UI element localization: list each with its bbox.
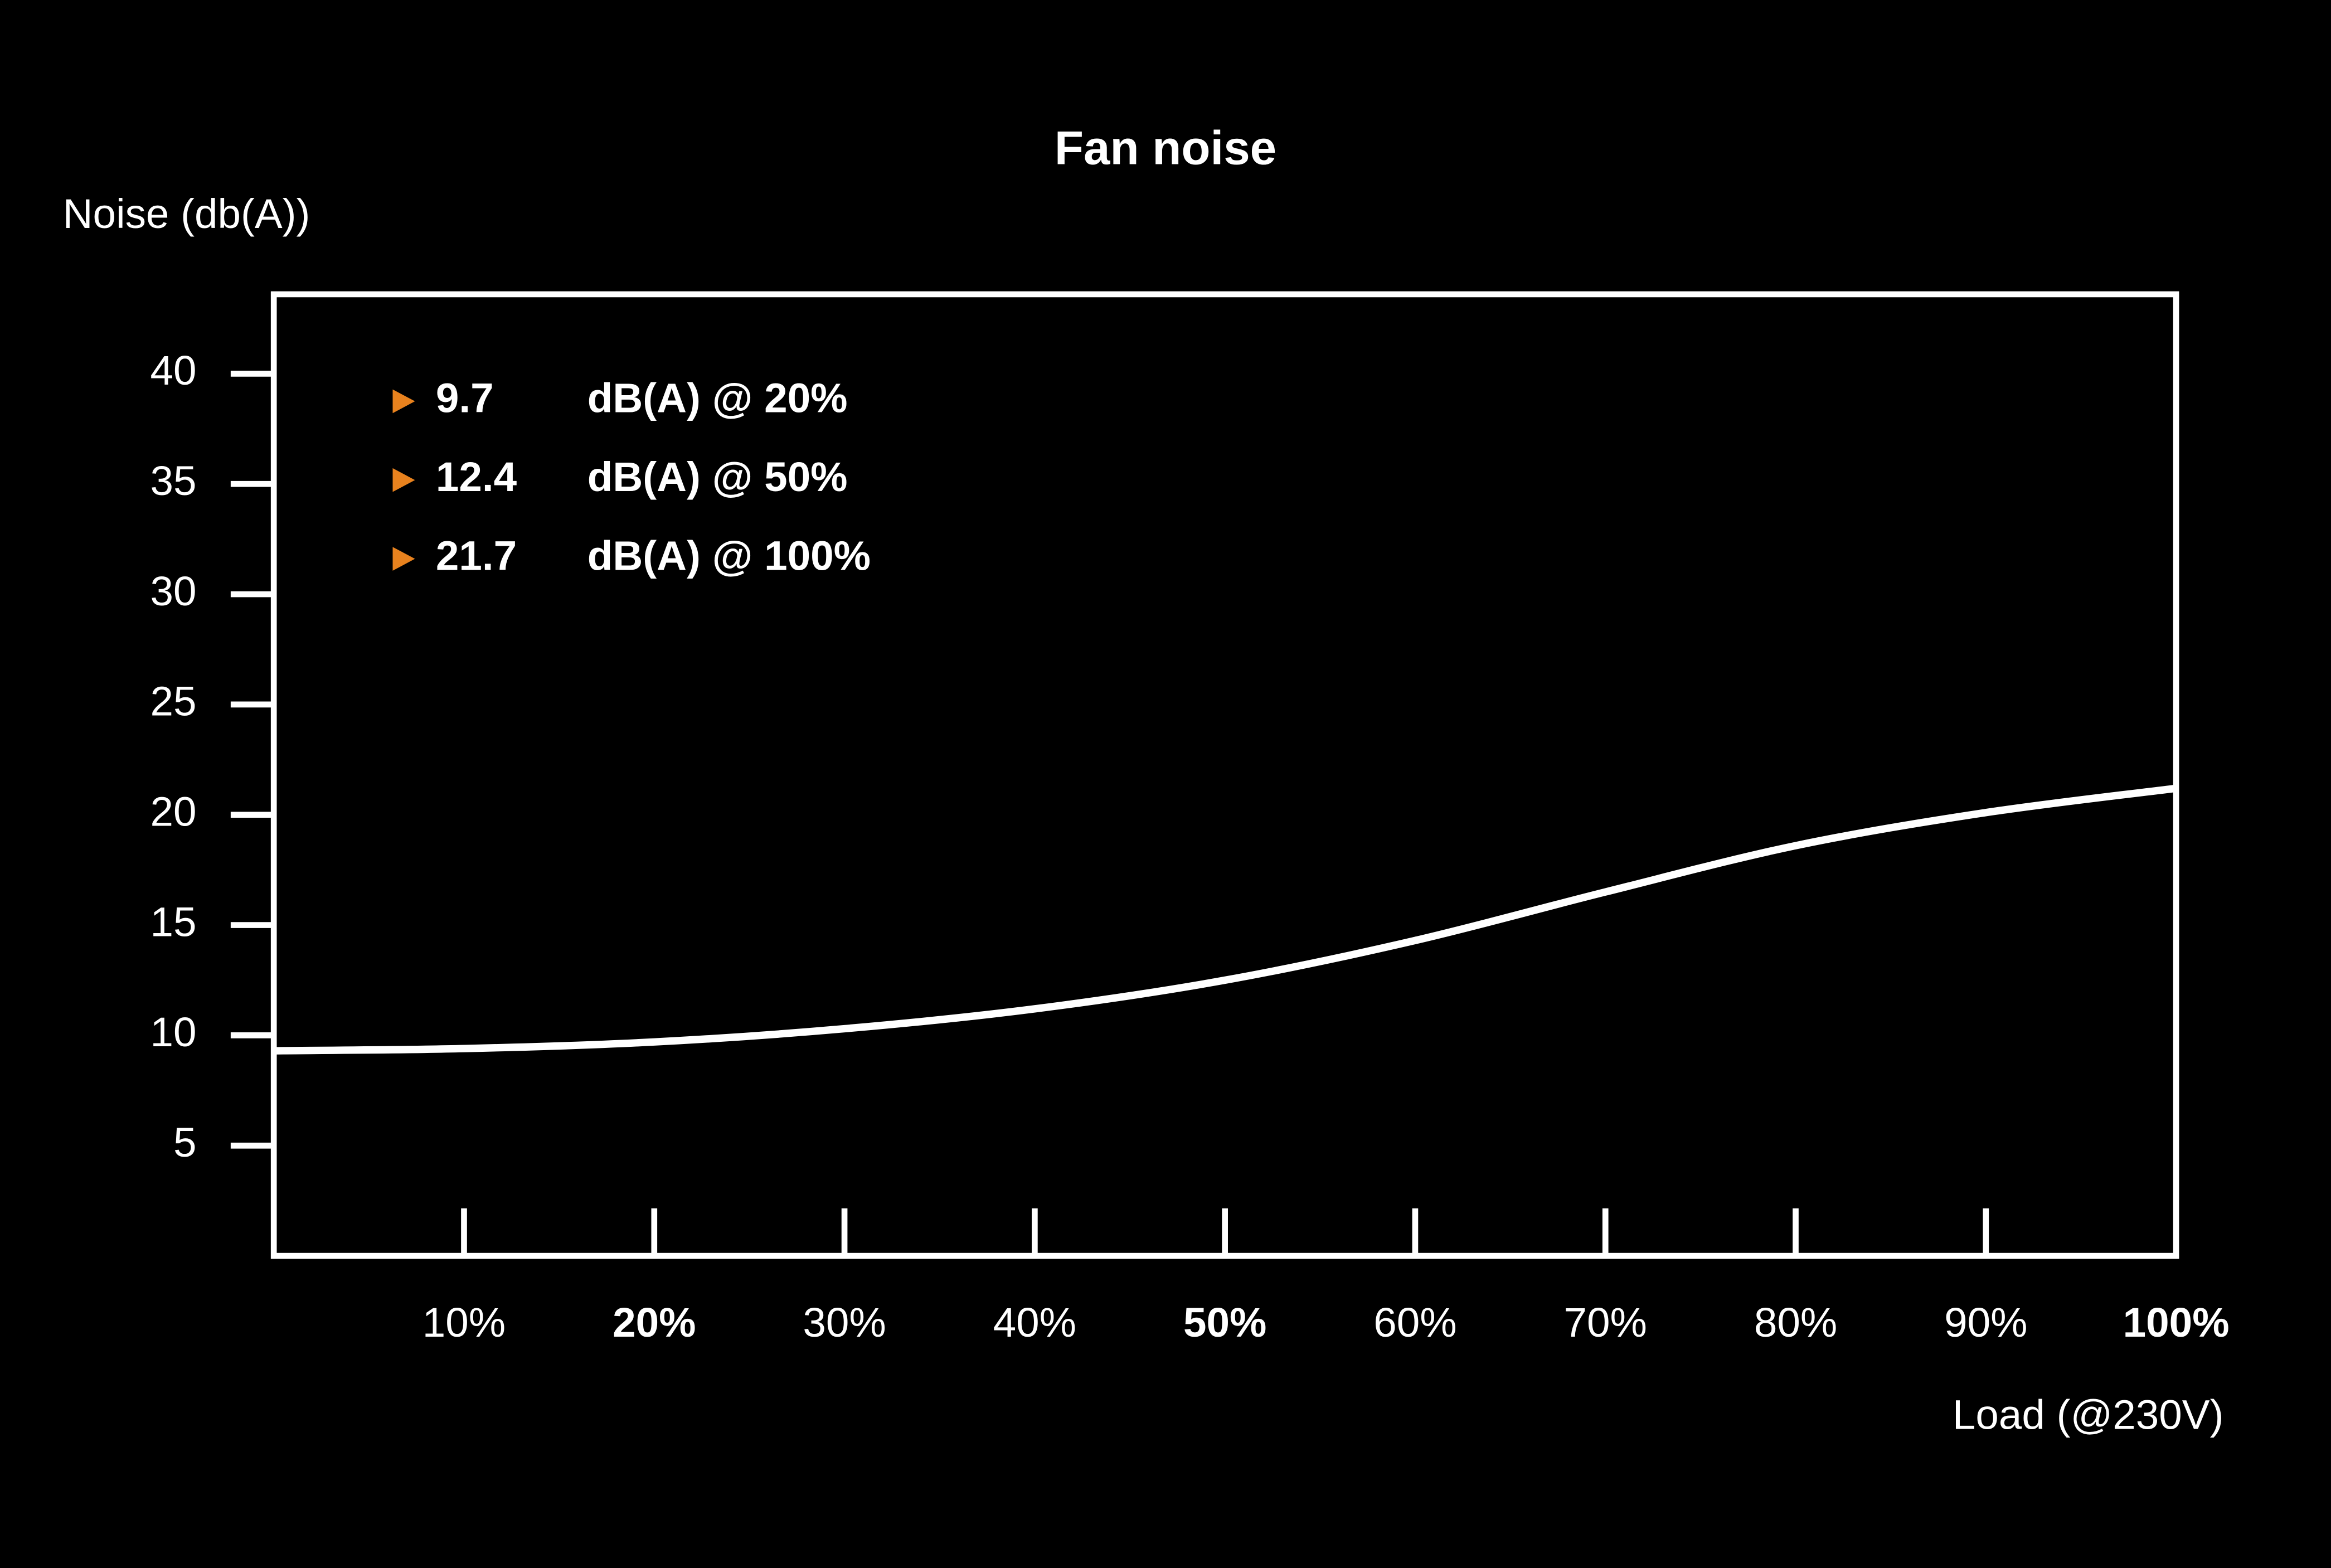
y-tick-label: 35 — [150, 457, 197, 504]
y-tick-label: 40 — [150, 347, 197, 394]
annotation-value: 21.7 — [436, 532, 517, 579]
x-tick-label: 80% — [1754, 1299, 1837, 1346]
y-tick-label: 5 — [173, 1119, 197, 1166]
x-tick-label: 100% — [2123, 1299, 2230, 1346]
data-line — [274, 784, 2177, 1055]
y-tick-label: 25 — [150, 678, 197, 725]
plot-frame — [270, 291, 2179, 1259]
annotation-marker — [392, 468, 415, 492]
annotation-text: dB(A) @ 20% — [587, 375, 848, 421]
annotation-value: 12.4 — [436, 453, 517, 500]
x-tick-label: 60% — [1373, 1299, 1456, 1346]
y-axis-label: Noise (db(A)) — [63, 190, 310, 237]
annotation-text: dB(A) @ 100% — [587, 532, 871, 579]
x-tick-label: 20% — [613, 1299, 696, 1346]
annotation-text: dB(A) @ 50% — [587, 453, 848, 500]
y-tick-label: 15 — [150, 898, 197, 945]
x-tick-label: 90% — [1944, 1299, 2027, 1346]
chart-title: Fan noise — [1055, 122, 1276, 174]
x-tick-label: 50% — [1183, 1299, 1266, 1346]
x-axis-label: Load (@230V) — [1953, 1391, 2224, 1438]
x-tick-label: 70% — [1564, 1299, 1647, 1346]
annotation-value: 9.7 — [436, 375, 494, 421]
y-tick-label: 30 — [150, 567, 197, 614]
y-tick-label: 10 — [150, 1008, 197, 1055]
x-tick-label: 40% — [993, 1299, 1076, 1346]
x-tick-label: 10% — [423, 1299, 506, 1346]
annotation-marker — [392, 389, 415, 414]
x-tick-label: 30% — [803, 1299, 886, 1346]
y-tick-label: 20 — [150, 788, 197, 834]
annotation-marker — [392, 547, 415, 571]
